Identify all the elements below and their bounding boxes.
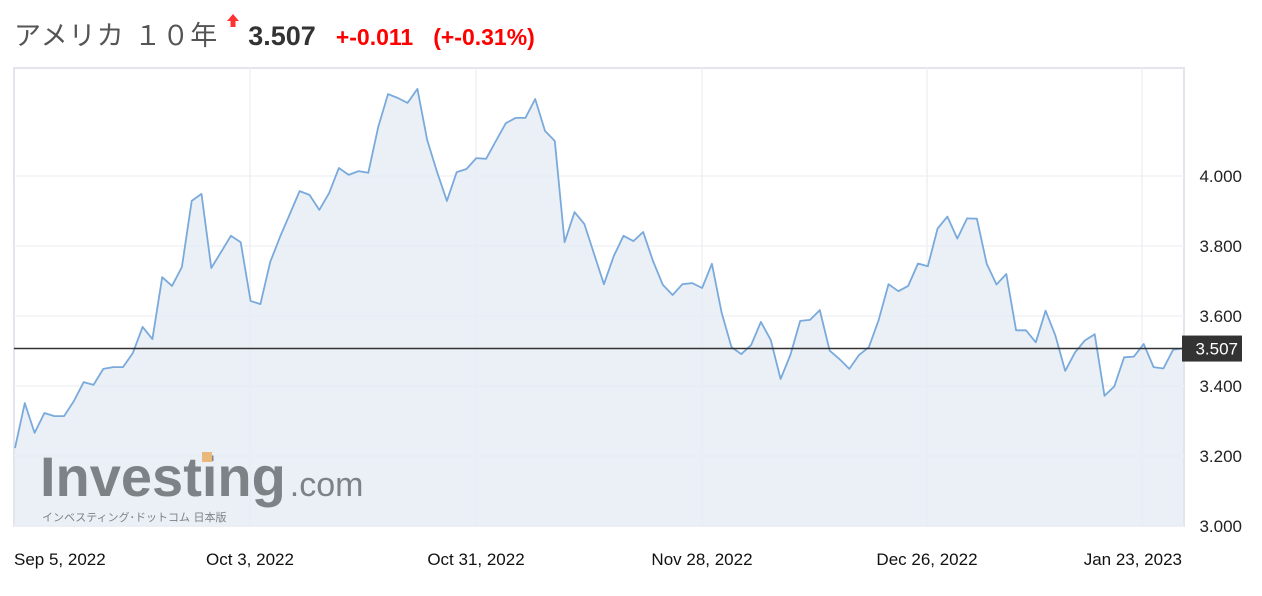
current-value-label: 3.507 [1195, 340, 1238, 359]
watermark-accent [202, 452, 212, 462]
x-tick-label: Oct 3, 2022 [206, 550, 294, 569]
y-tick-label: 3.600 [1199, 307, 1242, 326]
series-line [14, 88, 1184, 449]
price-change: +-0.011 [335, 24, 414, 50]
watermark-tagline: インベスティング･ドットコム 日本版 [42, 510, 227, 524]
investing-watermark: Investing .com インベスティング･ドットコム 日本版 [40, 445, 363, 524]
y-tick-label: 3.400 [1199, 377, 1242, 396]
y-tick-label: 3.800 [1199, 237, 1242, 256]
x-tick-label: Jan 23, 2023 [1084, 550, 1182, 569]
y-tick-label: 4.000 [1199, 167, 1242, 186]
last-price: 3.507 [248, 21, 316, 51]
watermark-suffix: .com [290, 466, 364, 504]
x-tick-label: Dec 26, 2022 [876, 550, 977, 569]
current-value-badge [1182, 335, 1242, 362]
quote-header: アメリカ １０年 3.507 +-0.011 (+-0.31%) [14, 14, 535, 58]
up-arrow-icon [226, 13, 240, 29]
x-tick-label: Oct 31, 2022 [427, 550, 524, 569]
x-tick-label: Nov 28, 2022 [651, 550, 752, 569]
series-area-fill [15, 88, 1183, 527]
watermark-brand: Investing [40, 445, 286, 508]
price-change-percent: (+-0.31%) [433, 24, 535, 50]
y-tick-label: 3.000 [1199, 517, 1242, 536]
x-tick-label: Sep 5, 2022 [14, 550, 106, 569]
y-tick-label: 3.200 [1199, 447, 1242, 466]
instrument-title: アメリカ １０年 [14, 21, 219, 52]
